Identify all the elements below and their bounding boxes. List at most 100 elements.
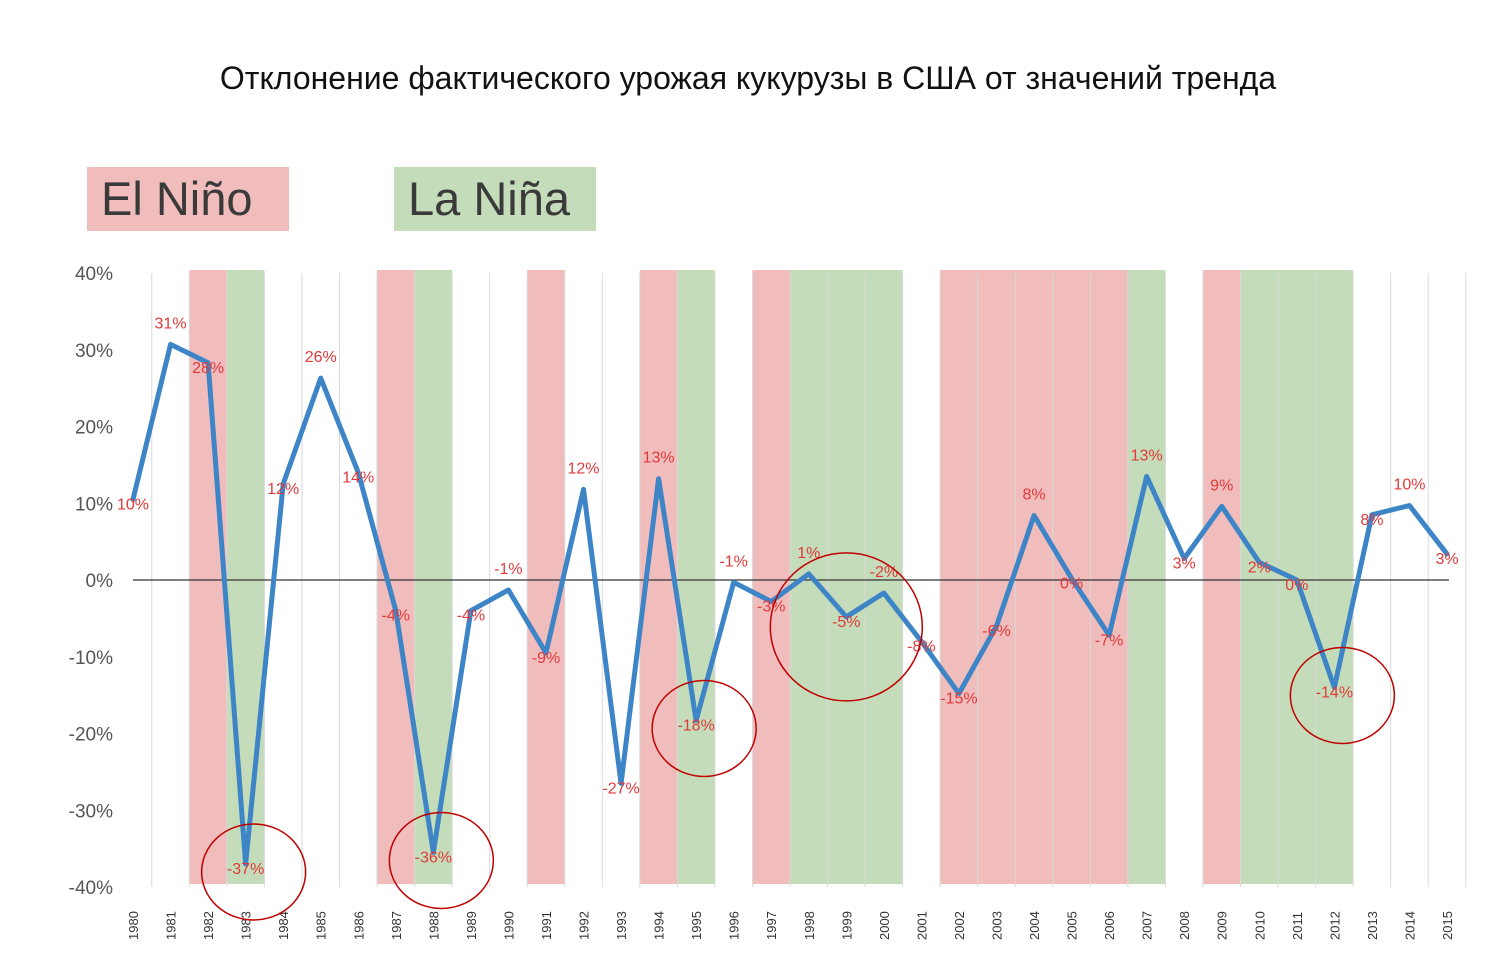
data-label: -14% <box>1316 684 1353 701</box>
y-tick-label: 10% <box>75 494 113 515</box>
x-tick-label: 2010 <box>1252 911 1267 940</box>
chart-title: Отклонение фактического урожая кукурузы … <box>219 60 1277 96</box>
legend-el-nino: El Niño <box>87 167 289 231</box>
la-nina-band <box>414 270 453 884</box>
data-label: -6% <box>982 623 1010 640</box>
data-label: -18% <box>677 717 714 734</box>
la-nina-band <box>226 270 265 884</box>
x-tick-label: 1997 <box>764 911 779 940</box>
data-label: 12% <box>267 481 299 498</box>
highlight-circle <box>1289 646 1396 745</box>
x-tick-label: 1985 <box>314 911 329 940</box>
data-label: -8% <box>907 638 935 655</box>
data-label: 8% <box>1022 487 1045 504</box>
data-label: 10% <box>1393 477 1425 494</box>
el-nino-band <box>1202 270 1241 884</box>
highlight-circle <box>388 811 495 910</box>
data-label: -5% <box>832 614 860 631</box>
data-label: -2% <box>870 564 898 581</box>
x-tick-label: 1992 <box>577 911 592 940</box>
series-line <box>130 341 1450 867</box>
x-tick-label: 1983 <box>239 911 254 940</box>
x-tick-label: 1987 <box>389 911 404 940</box>
data-label: 26% <box>305 349 337 366</box>
x-tick-label: 2007 <box>1140 911 1155 940</box>
el-nino-band <box>940 270 1128 884</box>
y-tick-label: 30% <box>75 341 113 362</box>
x-tick-label: 1981 <box>164 911 179 940</box>
data-label: -1% <box>719 553 747 570</box>
x-tick-label: 2002 <box>952 911 967 940</box>
x-tick-label: 2014 <box>1402 911 1417 940</box>
data-label: 9% <box>1210 477 1233 494</box>
la-nina-band <box>1240 270 1354 884</box>
data-label: 3% <box>1173 556 1196 573</box>
data-label: 13% <box>1131 447 1163 464</box>
x-tick-label: 2009 <box>1215 911 1230 940</box>
y-tick-label: 40% <box>75 264 113 285</box>
x-tick-label: 1995 <box>689 911 704 940</box>
x-tick-label: 1990 <box>501 911 516 940</box>
data-label: -36% <box>415 849 452 866</box>
data-label: 8% <box>1360 512 1383 529</box>
x-tick-label: 2013 <box>1365 911 1380 940</box>
x-tick-label: 1998 <box>802 911 817 940</box>
data-label: -9% <box>532 650 560 667</box>
el-nino-band <box>527 270 565 884</box>
data-label: 13% <box>643 450 675 467</box>
x-tick-label: 2005 <box>1065 911 1080 940</box>
data-label: -27% <box>602 780 639 797</box>
x-tick-label: 1980 <box>126 911 141 940</box>
x-tick-label: 1994 <box>652 911 667 940</box>
x-tick-label: 2003 <box>989 911 1004 940</box>
x-axis: 1980 1981 1982 1983 1984 1985 1986 1987 1988 1989… <box>126 911 1455 940</box>
x-tick-label: 1986 <box>351 911 366 940</box>
highlight-circle <box>200 823 307 921</box>
data-label: 28% <box>192 360 224 377</box>
x-tick-label: 1988 <box>426 911 441 940</box>
data-label: 12% <box>567 460 599 477</box>
data-label: 0% <box>1285 577 1308 594</box>
y-tick-label: 20% <box>75 418 113 439</box>
el-nino-band <box>377 270 415 884</box>
data-label: -4% <box>382 608 410 625</box>
la-nina-band <box>677 270 715 884</box>
data-label: 0% <box>1060 575 1083 592</box>
y-tick-label: -10% <box>69 648 113 669</box>
x-tick-label: 2000 <box>877 911 892 940</box>
data-label: -3% <box>757 598 785 615</box>
y-tick-label: 0% <box>86 571 114 592</box>
x-tick-label: 1989 <box>464 911 479 940</box>
x-tick-label: 1999 <box>839 911 854 940</box>
data-label: -1% <box>494 561 522 578</box>
x-tick-label: 1996 <box>727 911 742 940</box>
data-label: -15% <box>940 691 977 708</box>
highlight-circle <box>769 552 924 702</box>
data-label: 1% <box>797 545 820 562</box>
x-tick-label: 2004 <box>1027 911 1042 940</box>
highlight-circle <box>651 679 757 778</box>
data-label: 31% <box>155 315 187 332</box>
x-tick-label: 2006 <box>1102 911 1117 940</box>
data-label: 14% <box>342 470 374 487</box>
data-label: -7% <box>1095 632 1123 649</box>
x-tick-label: 1993 <box>614 911 629 940</box>
la-nina-band <box>1127 270 1166 884</box>
x-tick-label: 1982 <box>201 911 216 940</box>
x-tick-label: 2011 <box>1290 912 1305 940</box>
x-tick-label: 2012 <box>1327 911 1342 940</box>
y-tick-label: -20% <box>69 725 113 746</box>
el-nino-band <box>752 270 790 884</box>
data-label: 3% <box>1435 551 1458 568</box>
x-tick-label: 1991 <box>539 911 554 940</box>
y-axis: 40% 30% 20% 10% 0% -10% -20% -30% -40% <box>69 264 113 899</box>
legend-la-nina: La Niña <box>394 167 596 231</box>
enso-bands <box>189 270 1354 884</box>
x-tick-label: 2015 <box>1440 911 1455 940</box>
x-tick-label: 1984 <box>276 911 291 940</box>
series-line-path <box>130 341 1450 867</box>
x-tick-label: 2008 <box>1177 911 1192 940</box>
data-labels: 10% 31% 28% -37% 12% 26% 14% -4% -36% -4% -1% -9% 12… <box>117 315 1459 878</box>
data-label: 10% <box>117 496 149 513</box>
